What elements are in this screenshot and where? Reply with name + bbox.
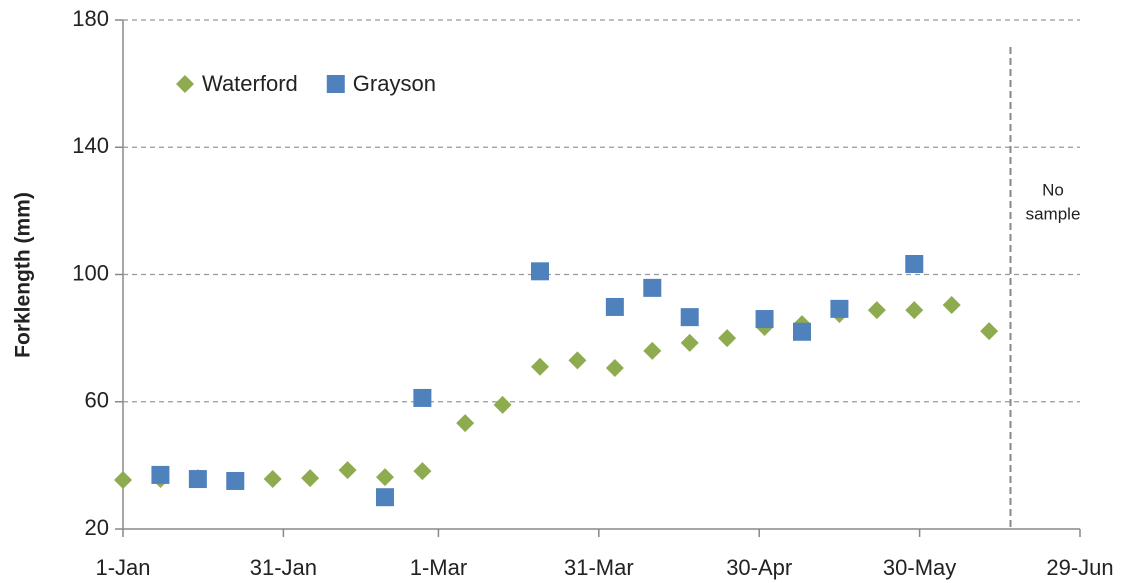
point xyxy=(643,278,662,297)
point xyxy=(605,359,624,378)
point xyxy=(980,322,999,341)
point xyxy=(338,461,357,480)
y-tick-label: 20 xyxy=(85,515,109,540)
point xyxy=(263,470,282,489)
annotation: sample xyxy=(1026,204,1081,223)
point xyxy=(905,255,924,274)
point xyxy=(456,414,475,433)
point xyxy=(301,469,320,488)
point xyxy=(905,301,924,320)
point xyxy=(568,351,587,370)
point xyxy=(375,468,394,487)
annotation: No xyxy=(1042,180,1064,199)
point xyxy=(531,262,550,281)
y-axis-label: Forklength (mm) xyxy=(12,192,35,358)
point xyxy=(718,329,737,348)
point xyxy=(375,488,394,507)
point xyxy=(531,357,550,376)
point xyxy=(188,470,207,489)
legend-label: Waterford xyxy=(202,71,298,96)
x-tick-label: 31-Jan xyxy=(250,555,317,580)
point xyxy=(493,395,512,414)
x-tick-label: 29-Jun xyxy=(1046,555,1113,580)
point xyxy=(226,471,245,490)
point xyxy=(413,388,432,407)
x-tick-label: 30-Apr xyxy=(726,555,792,580)
x-tick-label: 31-Mar xyxy=(564,555,634,580)
point xyxy=(151,465,170,484)
point xyxy=(867,301,886,320)
y-tick-label: 140 xyxy=(72,133,109,158)
point xyxy=(413,462,432,481)
x-tick-label: 1-Jan xyxy=(95,555,150,580)
point xyxy=(755,310,774,329)
point xyxy=(792,322,811,341)
x-tick-label: 30-May xyxy=(883,555,956,580)
legend-label: Grayson xyxy=(353,71,436,96)
y-tick-label: 60 xyxy=(85,388,109,413)
point xyxy=(680,308,699,327)
point xyxy=(605,297,624,316)
x-tick-label: 1-Mar xyxy=(410,555,467,580)
point xyxy=(114,471,132,490)
point xyxy=(830,299,849,318)
point xyxy=(680,333,699,352)
legend-marker xyxy=(176,75,194,93)
y-tick-label: 180 xyxy=(72,6,109,31)
y-tick-label: 100 xyxy=(72,260,109,285)
point xyxy=(643,341,662,360)
legend-marker xyxy=(326,75,345,93)
point xyxy=(942,296,961,315)
